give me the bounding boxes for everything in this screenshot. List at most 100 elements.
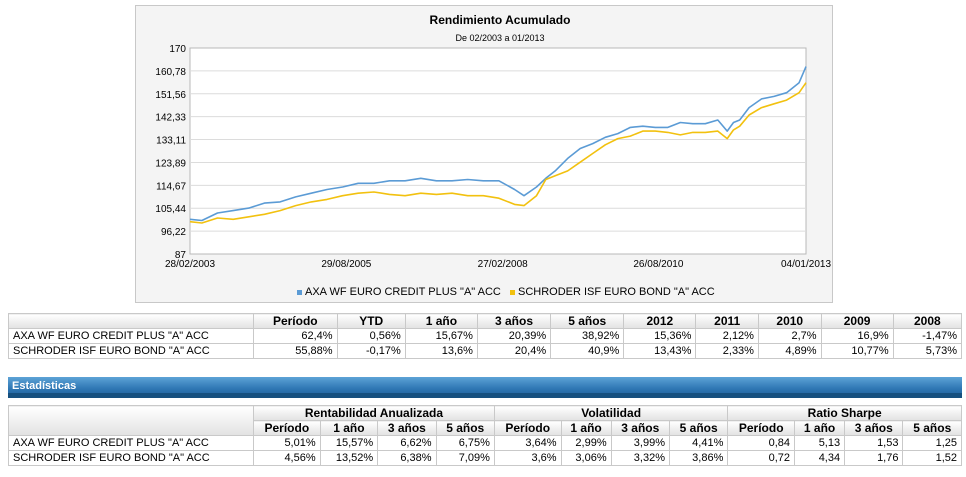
stats-subheader: Período — [493, 420, 562, 436]
table-cell: 4,89% — [757, 343, 822, 359]
table-cell: 5,01% — [253, 435, 321, 451]
x-tick-label: 27/02/2008 — [478, 259, 528, 270]
table-cell: 4,41% — [668, 435, 729, 451]
table-cell: 1,53 — [844, 435, 904, 451]
returns-header-cell: 2008 — [892, 313, 963, 329]
y-tick-label: 105,44 — [155, 204, 186, 215]
table-cell: 55,88% — [253, 343, 338, 359]
returns-header-cell: 2011 — [695, 313, 759, 329]
table-cell: 5,13 — [794, 435, 846, 451]
table-cell: 0,72 — [727, 450, 796, 466]
returns-header-cell: 2010 — [757, 313, 822, 329]
table-cell: 3,86% — [668, 450, 729, 466]
legend-label-axa: AXA WF EURO CREDIT PLUS "A" ACC — [305, 286, 501, 298]
returns-table: Período YTD 1 año 3 años 5 años 2012 201… — [8, 313, 963, 359]
returns-header-blank — [8, 313, 254, 329]
table-cell: 4,56% — [253, 450, 321, 466]
table-cell: 2,12% — [695, 328, 759, 344]
stats-subheader: 5 años — [902, 420, 962, 436]
y-tick-label: 170 — [169, 44, 186, 55]
table-cell: 2,7% — [757, 328, 822, 344]
chart-subtitle: De 02/2003 a 01/2013 — [455, 33, 544, 43]
table-cell: 0,56% — [336, 328, 406, 344]
stats-subheader: 5 años — [435, 420, 495, 436]
table-cell: 15,67% — [404, 328, 478, 344]
stats-subheader: 5 años — [668, 420, 729, 436]
statistics-section-header: Estadísticas — [8, 377, 962, 398]
stats-subheader: 3 años — [610, 420, 671, 436]
table-cell: 2,33% — [695, 343, 759, 359]
statistics-table: Rentabilidad Anualizada Volatilidad Rati… — [8, 405, 962, 466]
table-cell: 1,76 — [844, 450, 904, 466]
legend-label-schroder: SCHRODER ISF EURO BOND "A" ACC — [518, 286, 715, 298]
stats-subheader: 1 año — [794, 420, 846, 436]
y-tick-label: 123,89 — [155, 158, 186, 169]
table-row: AXA WF EURO CREDIT PLUS "A" ACC 62,4% 0,… — [8, 328, 963, 344]
statistics-title: Estadísticas — [12, 380, 77, 392]
table-cell: 20,4% — [476, 343, 552, 359]
returns-header-cell: 2009 — [820, 313, 894, 329]
table-cell: 1,52 — [902, 450, 962, 466]
table-cell: 16,9% — [820, 328, 894, 344]
y-tick-label: 151,56 — [155, 90, 186, 101]
fund-name: AXA WF EURO CREDIT PLUS "A" ACC — [8, 435, 254, 451]
stats-group-header: Volatilidad — [493, 405, 729, 421]
chart-container: Rendimiento Acumulado De 02/2003 a 01/20… — [135, 5, 833, 303]
y-tick-label: 142,33 — [155, 113, 186, 124]
x-tick-label: 29/08/2005 — [321, 259, 371, 270]
table-cell: 20,39% — [476, 328, 552, 344]
table-cell: 10,77% — [820, 343, 894, 359]
table-cell: 38,92% — [550, 328, 625, 344]
stats-subheader: 1 año — [319, 420, 379, 436]
series-line-axa — [189, 66, 807, 222]
returns-header-row: Período YTD 1 año 3 años 5 años 2012 201… — [8, 313, 963, 329]
stats-group-header: Ratio Sharpe — [727, 405, 962, 421]
table-cell: 3,06% — [560, 450, 612, 466]
y-tick-label: 160,78 — [155, 67, 186, 78]
table-cell: 6,38% — [377, 450, 437, 466]
table-cell: 62,4% — [253, 328, 338, 344]
legend-swatch-axa — [297, 290, 302, 295]
table-cell: 3,32% — [610, 450, 671, 466]
returns-header-cell: 2012 — [623, 313, 697, 329]
table-cell: 13,6% — [404, 343, 478, 359]
table-cell: 0,84 — [727, 435, 796, 451]
series-line-schroder — [189, 82, 807, 224]
fund-name: SCHRODER ISF EURO BOND "A" ACC — [8, 343, 254, 359]
y-tick-label: 133,11 — [156, 136, 186, 147]
returns-header-cell: 1 año — [404, 313, 478, 329]
table-cell: -0,17% — [336, 343, 406, 359]
table-cell: 3,99% — [610, 435, 671, 451]
fund-name: SCHRODER ISF EURO BOND "A" ACC — [8, 450, 254, 466]
table-cell: 1,25 — [902, 435, 962, 451]
table-cell: 5,73% — [892, 343, 963, 359]
stats-subheader: 1 año — [560, 420, 612, 436]
table-cell: 13,52% — [319, 450, 379, 466]
table-cell: 15,36% — [623, 328, 697, 344]
table-cell: 3,6% — [493, 450, 562, 466]
table-cell: 6,75% — [435, 435, 495, 451]
x-tick-label: 28/02/2003 — [165, 259, 215, 270]
table-row: SCHRODER ISF EURO BOND "A" ACC 55,88% -0… — [8, 343, 963, 359]
returns-header-cell: YTD — [336, 313, 406, 329]
y-tick-label: 87 — [175, 250, 187, 261]
stats-group-row: Rentabilidad Anualizada Volatilidad Rati… — [8, 405, 962, 436]
y-tick-label: 114,67 — [156, 181, 186, 192]
plot-area — [189, 47, 807, 255]
returns-header-cell: 3 años — [476, 313, 552, 329]
table-cell: 7,09% — [435, 450, 495, 466]
stats-subheader: 3 años — [377, 420, 437, 436]
stats-group-header: Rentabilidad Anualizada — [253, 405, 495, 421]
table-cell: 40,9% — [550, 343, 625, 359]
stats-subheader-row: Período 1 año 3 años 5 años Período 1 añ… — [9, 420, 962, 436]
fund-name: AXA WF EURO CREDIT PLUS "A" ACC — [8, 328, 254, 344]
table-cell: 13,43% — [623, 343, 697, 359]
stats-subheader: Período — [253, 420, 321, 436]
y-tick-label: 96,22 — [161, 227, 186, 238]
table-cell: 3,64% — [493, 435, 562, 451]
table-cell: 2,99% — [560, 435, 612, 451]
table-cell: 4,34 — [794, 450, 846, 466]
table-cell: 15,57% — [319, 435, 379, 451]
chart-title: Rendimiento Acumulado — [430, 13, 571, 27]
stats-subheader: 3 años — [844, 420, 904, 436]
